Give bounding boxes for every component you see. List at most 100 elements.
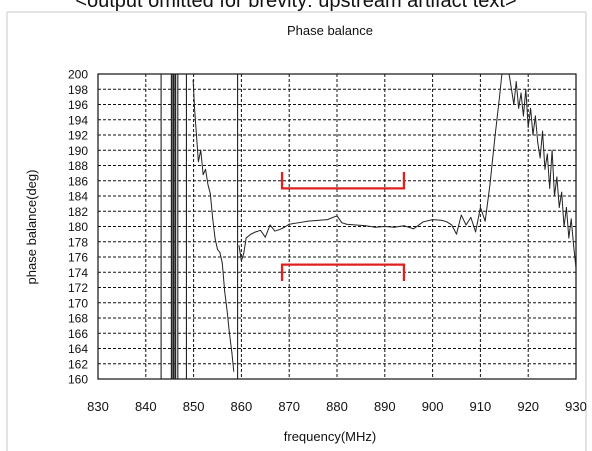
series-3-point <box>522 115 524 117</box>
series-2-point <box>283 226 285 228</box>
series-2-point <box>494 138 496 140</box>
series-3-point <box>556 176 558 178</box>
x-tick-label: 880 <box>326 399 348 414</box>
series-layer <box>160 73 577 379</box>
annotation-1 <box>280 171 406 282</box>
y-tick-label: 198 <box>68 83 88 97</box>
cropped-header-text: <output omitted for brevity: upstream ar… <box>75 0 516 12</box>
series-2-point <box>484 220 486 222</box>
series-3-point <box>537 142 539 144</box>
series-2-point <box>501 73 503 75</box>
y-tick-label: 186 <box>68 174 88 188</box>
series-3-point <box>573 245 575 247</box>
outer-frame <box>6 11 587 451</box>
series-3-point <box>565 206 567 208</box>
series-3-point <box>563 226 565 227</box>
series-1-point <box>233 370 235 372</box>
series-1-point <box>226 309 228 311</box>
series-3-point <box>551 149 553 151</box>
series-2-point <box>355 224 357 226</box>
y-tick-label: 192 <box>68 129 88 143</box>
series-2-point <box>374 226 376 228</box>
series-2-point <box>269 224 271 226</box>
series-3-point <box>570 218 572 220</box>
series-2-point <box>489 184 491 186</box>
series-2-point <box>279 229 281 230</box>
series-2-point <box>446 221 448 223</box>
series-2-point <box>456 233 457 235</box>
series-1-point <box>197 161 199 163</box>
x-tick-label: 930 <box>565 399 587 414</box>
series-2-point <box>260 229 261 231</box>
series-2-point <box>264 236 266 238</box>
series-3-point <box>513 104 515 105</box>
series-1-point <box>221 262 223 264</box>
series-3-point <box>515 81 517 83</box>
series-2-point <box>238 245 240 247</box>
series-2-point <box>413 228 414 230</box>
plot-frame-layer <box>97 73 577 380</box>
y-tick-label: 200 <box>68 68 88 82</box>
series-1-point <box>231 351 233 353</box>
series-2-point <box>317 219 319 221</box>
grid-layer <box>98 74 576 379</box>
series-3-point <box>542 130 543 132</box>
x-tick-label: 830 <box>87 399 109 414</box>
series-3-point <box>568 237 570 239</box>
y-tick-label: 170 <box>68 296 88 310</box>
series-2-point <box>298 222 300 224</box>
series-1-point <box>209 193 211 195</box>
series-3-point <box>546 153 548 155</box>
series-2-point <box>451 224 453 226</box>
series-2-point <box>243 252 245 254</box>
series-1-point <box>224 290 226 292</box>
series-2-point <box>460 214 462 216</box>
series-3-point <box>518 107 520 109</box>
y-tick-label: 160 <box>68 373 88 387</box>
series-1-point <box>202 174 204 176</box>
series-3-point <box>544 168 546 170</box>
series-1-point <box>219 251 221 253</box>
y-tick-label: 188 <box>68 159 88 173</box>
series-3-point <box>527 126 529 128</box>
series-3-point <box>554 195 555 197</box>
series-1-point <box>214 238 216 240</box>
y-tick-label: 190 <box>68 144 88 158</box>
series-2-point <box>470 216 472 218</box>
x-tick-label: 900 <box>422 399 444 414</box>
y-tick-label: 172 <box>68 281 88 295</box>
series-2-point <box>422 221 424 223</box>
y-tick-label: 178 <box>68 235 88 249</box>
series-3-point <box>520 92 522 94</box>
series-3-point <box>511 88 512 90</box>
series-2-point <box>326 219 328 221</box>
plot-frame <box>97 73 577 380</box>
series-2-point <box>393 226 395 228</box>
chart-title: Phase balance <box>287 23 373 38</box>
x-tick-label: 890 <box>374 399 396 414</box>
series-1-point <box>192 79 194 81</box>
series-2-point <box>465 224 467 226</box>
series-3-point <box>558 206 560 208</box>
y-tick-label: 174 <box>68 266 88 280</box>
x-tick-label: 920 <box>517 399 539 414</box>
series-3-point <box>539 157 541 159</box>
y-tick-label: 182 <box>68 205 88 219</box>
series-2-point <box>346 223 348 225</box>
series-1-point <box>217 248 218 250</box>
series-2 <box>238 73 503 262</box>
x-tick-label: 870 <box>278 399 300 414</box>
series-1-point <box>194 107 196 109</box>
series-2-point <box>255 231 257 233</box>
series-2-point <box>403 225 405 227</box>
series-1-point <box>229 332 230 334</box>
series-2-point <box>250 233 252 235</box>
y-tick-label: 168 <box>68 312 88 326</box>
series-2-point <box>499 96 500 98</box>
y-tick-label: 166 <box>68 327 88 341</box>
x-tick-label: 910 <box>470 399 492 414</box>
y-tick-label: 196 <box>68 98 88 112</box>
series-1-point <box>196 134 197 136</box>
